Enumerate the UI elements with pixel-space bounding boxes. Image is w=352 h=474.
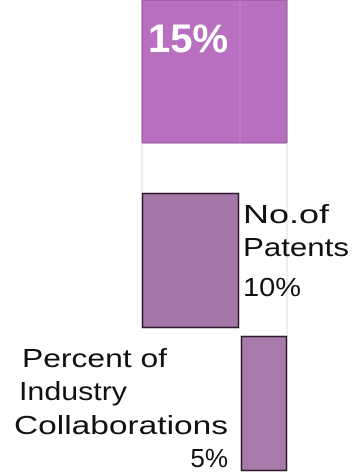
label-line: No.of [243,199,330,229]
block-top [141,0,288,144]
value-label: 10% [243,272,301,302]
value-label: 5% [190,443,228,473]
label-line: Collaborations [14,410,228,440]
value-label: 15% [148,17,228,61]
block-bottom [240,335,288,472]
label-line: Industry [19,376,127,406]
block-middle [141,192,240,329]
label-line: Patents [243,232,349,262]
label-line: Percent of [22,343,168,373]
